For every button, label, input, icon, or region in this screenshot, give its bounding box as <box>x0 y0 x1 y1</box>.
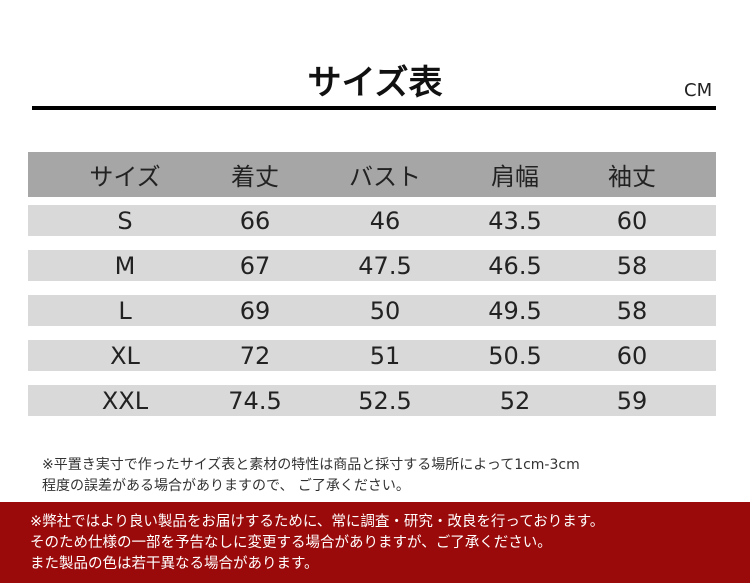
table-cell: 66 <box>239 206 271 235</box>
table-cell: M <box>114 251 136 280</box>
table-row: M 67 47.5 46.5 58 <box>28 250 716 281</box>
table-cell: 60 <box>616 341 648 370</box>
table-cell: S <box>117 206 133 235</box>
page-title: サイズ表 <box>307 63 443 103</box>
table-cell: 60 <box>616 206 648 235</box>
table-row: L 69 50 49.5 58 <box>28 295 716 326</box>
note-line: 程度の誤差がある場合がありますので、 ご了承ください。 <box>42 478 410 494</box>
table-cell: 69 <box>239 296 271 325</box>
table-cell: 67 <box>239 251 271 280</box>
table-cell: 58 <box>616 251 648 280</box>
title-divider <box>32 106 716 110</box>
table-cell: 51 <box>369 341 401 370</box>
table-cell: 46.5 <box>488 251 542 280</box>
unit-label: CM <box>684 80 713 101</box>
notice-line: そのため仕様の一部を予告なしに変更する場合がありますが、ご了承ください。 <box>30 535 552 551</box>
table-cell: 52.5 <box>358 386 412 415</box>
table-cell: XL <box>110 341 140 370</box>
table-cell: 59 <box>616 386 648 415</box>
notice-line: ※弊社ではより良い製品をお届けするために、常に調査・研究・改良を行っております。 <box>30 514 605 530</box>
measurement-note: ※平置き実寸で作ったサイズ表と素材の特性は商品と採寸する場所によって1cm-3c… <box>42 455 580 497</box>
notice-line: また製品の色は若干異なる場合があります。 <box>30 556 319 572</box>
table-cell: 43.5 <box>488 206 542 235</box>
table-cell: 着丈 <box>231 163 279 191</box>
table-cell: 50.5 <box>488 341 542 370</box>
table-row: S 66 46 43.5 60 <box>28 205 716 236</box>
table-cell: 袖丈 <box>608 163 656 191</box>
table-cell: 46 <box>369 206 401 235</box>
table-row: XXL 74.5 52.5 52 59 <box>28 385 716 416</box>
table-row: XL 72 51 50.5 60 <box>28 340 716 371</box>
table-cell: 肩幅 <box>491 163 539 191</box>
table-cell: 49.5 <box>488 296 542 325</box>
table-cell: バスト <box>349 163 421 191</box>
table-cell: 58 <box>616 296 648 325</box>
notice-banner: ※弊社ではより良い製品をお届けするために、常に調査・研究・改良を行っております。… <box>0 502 750 583</box>
table-cell: 47.5 <box>358 251 412 280</box>
table-cell: 52 <box>499 386 531 415</box>
table-cell: 72 <box>239 341 271 370</box>
table-cell: 50 <box>369 296 401 325</box>
table-cell: L <box>118 296 132 325</box>
table-cell: 74.5 <box>228 386 282 415</box>
table-cell: XXL <box>101 386 149 415</box>
table-cell: サイズ <box>89 163 161 191</box>
note-line: ※平置き実寸で作ったサイズ表と素材の特性は商品と採寸する場所によって1cm-3c… <box>42 457 580 473</box>
table-header-row: サイズ 着丈 バスト 肩幅 袖丈 <box>28 152 716 197</box>
